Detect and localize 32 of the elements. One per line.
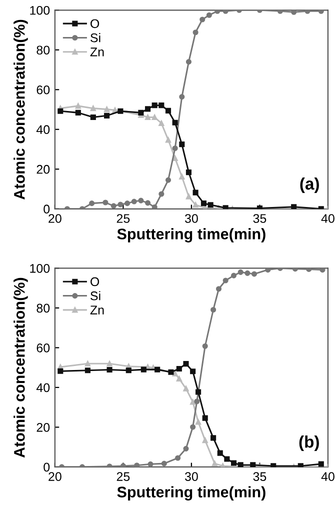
y-tick-label: 0 xyxy=(44,462,50,472)
legend-label: O xyxy=(90,19,100,28)
y-tick-label: 60 xyxy=(36,85,50,94)
y-tick-label: 40 xyxy=(36,383,50,392)
x-tick-label: 35 xyxy=(253,214,266,223)
legend-label: Si xyxy=(90,33,100,42)
x-tick-label: 30 xyxy=(184,472,198,481)
annotation: (a) xyxy=(300,177,319,193)
x-tick-label: 30 xyxy=(184,214,198,223)
y-tick-label: 100 xyxy=(30,264,50,273)
y-tick-label: 80 xyxy=(36,46,50,55)
x-axis-title: Sputtering time(min) xyxy=(117,486,266,501)
x-tick-label: 25 xyxy=(116,214,130,223)
y-tick-label: 100 xyxy=(30,6,50,15)
y-axis-title: Atomic concentration(%) xyxy=(14,20,28,200)
y-tick-label: 80 xyxy=(36,304,50,313)
legend-label: Zn xyxy=(90,48,104,56)
y-tick-label: 40 xyxy=(36,125,50,134)
y-axis-title: Atomic concentration(%) xyxy=(14,278,28,458)
legend-label: Si xyxy=(90,291,100,300)
legend-label: O xyxy=(90,277,100,286)
x-tick-label: 40 xyxy=(321,214,334,223)
y-tick-label: 20 xyxy=(36,164,50,174)
x-tick-label: 25 xyxy=(116,472,130,481)
y-tick-label: 0 xyxy=(44,204,50,214)
annotation: (b) xyxy=(299,436,319,452)
y-tick-label: 20 xyxy=(36,423,50,432)
x-tick-label: 40 xyxy=(321,472,334,481)
x-tick-label: 35 xyxy=(253,472,266,481)
legend-label: Zn xyxy=(90,306,104,314)
y-tick-label: 60 xyxy=(36,344,50,352)
x-axis-title: Sputtering time(min) xyxy=(117,228,266,242)
